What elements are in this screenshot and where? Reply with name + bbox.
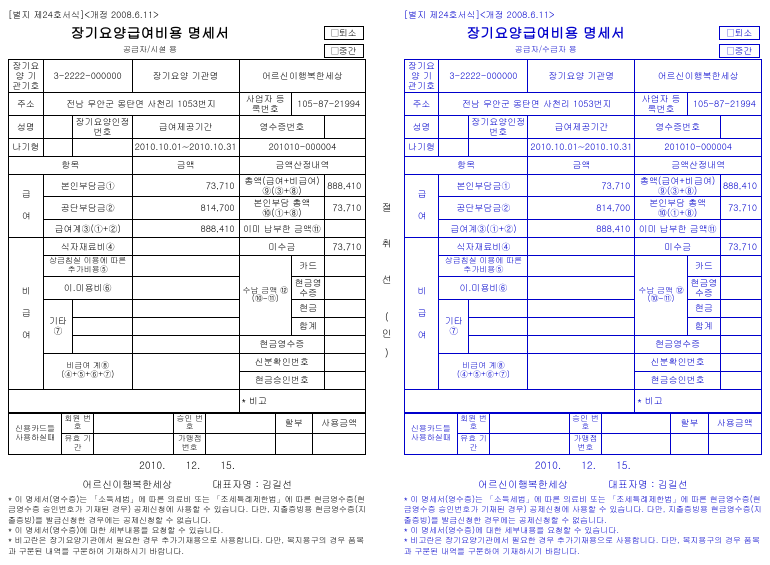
main-table: 장기요양급여비용 명세서 □퇴소 공급자/시설 용 □중간 장기요양 기관기호3…: [8, 23, 366, 413]
val-biz: 105-87-21994: [292, 93, 366, 116]
form-black: [별지 제24호서식]<개정 2008.6.11> 장기요양급여비용 명세서 □…: [8, 8, 366, 557]
lbl-unpaid: 미수금: [239, 238, 325, 256]
form-blue: [별지 제24호서식]<개정 2008.6.11> 장기요양급여비용 명세서 □…: [404, 8, 762, 557]
val-addr: 전남 무안군 몽탄면 사천리 1053번지: [43, 93, 239, 116]
lbl-card: 카드: [292, 256, 325, 277]
lbl-receive: 수납 금액 ⑫ (⑩-⑪): [239, 256, 291, 335]
title: 장기요양급여비용 명세서: [9, 23, 292, 42]
lbl-cardco: 신용카드들 사용하실때: [9, 413, 62, 454]
lbl-receipt: 영수증번호: [239, 115, 325, 138]
val-receipt: 201010-000004: [239, 138, 366, 156]
lbl-paid: 이미 납부한 금액⑪: [239, 220, 325, 238]
provider-sub: 공급자/시설 용: [9, 42, 292, 60]
lbl-nbsum: 비급여 계⑧ (④+⑤+⑥+⑦): [43, 353, 132, 389]
lbl-useamt: 사용금액: [312, 413, 365, 434]
chk-exit-b: □퇴소: [719, 26, 759, 40]
val-total-ab: 888,410: [325, 174, 366, 197]
lbl-cash: 현금: [292, 299, 325, 317]
lbl-self-total: 본인부담 총액 ⑩(①+⑧): [239, 197, 325, 220]
lbl-cashrcpt: 현금영수증: [292, 276, 325, 299]
val-self-total: 73,710: [325, 197, 366, 220]
val-period: 2010.10.01~2010.10.31: [132, 138, 239, 156]
lbl-self: 본인부담금①: [43, 174, 132, 197]
lbl-upper: 상급침실 이용에 따른추가비용⑤: [43, 256, 132, 277]
val-corp: 814,700: [132, 197, 239, 220]
lbl-amount: 금액: [132, 156, 239, 174]
date: 2010. 12. 15.: [8, 455, 366, 475]
notes: * 이 명세서(영수증)는 「소득세법」에 따른 의료비 또는 「조세특례제한법…: [8, 495, 366, 557]
val-inst-name: 어르신이행복한세상: [239, 60, 366, 93]
lbl-cert: 장기요양인정번호: [73, 115, 132, 138]
header-note-b: [별지 제24호서식]<개정 2008.6.11>: [404, 8, 762, 21]
title-b: 장기요양급여비용 명세서: [404, 23, 687, 42]
val-self: 73,710: [132, 174, 239, 197]
lbl-inst-code: 장기요양 기관기호: [9, 60, 44, 93]
main-table-b: 장기요양급여비용 명세서 □퇴소 공급자/수급자 용 □중간 장기요양 기관기호…: [404, 23, 762, 413]
lbl-corp: 공단부담금②: [43, 197, 132, 220]
lbl-name: 성명: [9, 115, 44, 138]
card-table: 신용카드들 사용하실때회원 번호 승인 번호 할부사용금액 유효 기간 가맹점 번호: [8, 413, 366, 455]
lbl-inst-name: 장기요양 기관명: [132, 60, 239, 93]
lbl-bsum: 급여계③(①+②): [43, 220, 132, 238]
lbl-cashrcpt2: 현금영수증: [239, 335, 325, 353]
lbl-addr: 주소: [9, 93, 44, 116]
val-unpaid: 73,710: [325, 238, 366, 256]
lbl-approval: 승인 번호: [174, 413, 206, 434]
lbl-unused: 이.미용비⑥: [43, 276, 132, 299]
lbl-sum: 합계: [292, 317, 325, 335]
lbl-remark: * 비고: [239, 389, 366, 412]
val-bsum: 888,410: [132, 220, 239, 238]
lbl-etc: 기타 ⑦: [43, 299, 73, 353]
lbl-meal: 식자재료비④: [43, 238, 132, 256]
lbl-total-ab: 총액(급여+비급여) ⑨(③+⑧): [239, 174, 325, 197]
cat-benefit: 급 여: [9, 174, 44, 238]
lbl-grade: 나기형: [9, 138, 44, 156]
chk-mid: □중간: [324, 44, 364, 58]
lbl-item: 항목: [9, 156, 133, 174]
lbl-cardno: 회원 번호: [62, 413, 94, 434]
footer-sig: 어르신이행복한세상 대표자명 : 김길선: [8, 475, 366, 493]
val-inst-code: 3-2222-000000: [43, 60, 132, 93]
header-note: [별지 제24호서식]<개정 2008.6.11>: [8, 8, 366, 21]
lbl-install: 할부: [275, 413, 312, 434]
stamp-col: 절 취 선 (인): [376, 202, 393, 364]
lbl-cashapp: 현금승인번호: [239, 371, 325, 389]
lbl-calc: 금액산정내역: [239, 156, 366, 174]
lbl-idconf: 신분확인번호: [239, 353, 325, 371]
lbl-biz: 사업자 등록번호: [239, 93, 291, 116]
provider-sub-b: 공급자/수급자 용: [404, 42, 687, 60]
lbl-merchant: 가맹점 번호: [174, 434, 206, 455]
lbl-period: 급여제공기간: [132, 115, 239, 138]
card-table-b: 신용카드들 사용하실때회원 번호승인 번호할부사용금액 유효 기간가맹점 번호: [404, 413, 762, 455]
lbl-valid: 유효 기간: [62, 434, 94, 455]
chk-exit: □퇴소: [324, 26, 364, 40]
chk-mid-b: □중간: [719, 44, 759, 58]
cat-nonbenefit: 비 급 여: [9, 238, 44, 389]
